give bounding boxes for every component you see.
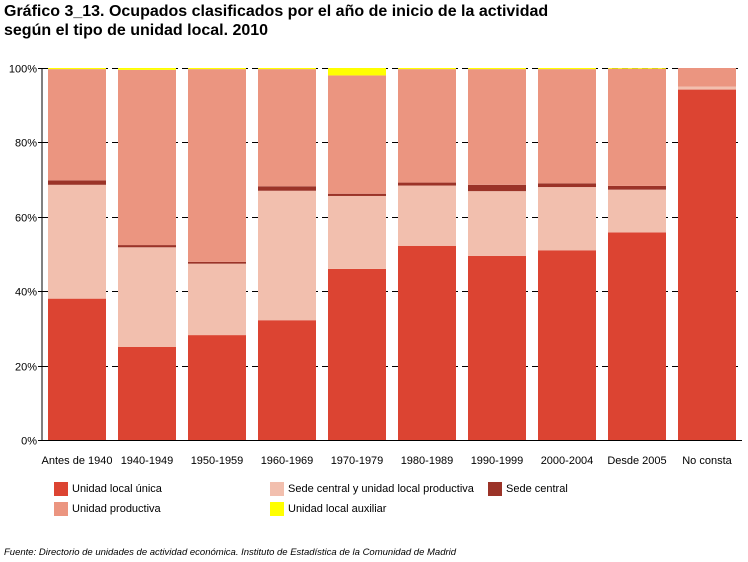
legend-label: Sede central — [506, 483, 568, 495]
bar-segment — [328, 75, 386, 194]
bar-segment — [258, 69, 316, 187]
legend-label: Unidad local única — [72, 483, 162, 495]
bar-segment — [538, 250, 596, 440]
bar-segment — [118, 347, 176, 440]
bar-segment — [538, 68, 596, 70]
bar-segment — [48, 184, 106, 299]
bar-segment — [188, 261, 246, 264]
legend-label: Unidad productiva — [72, 503, 161, 515]
x-tick-label: 2000-2004 — [541, 455, 594, 467]
bar-segment — [118, 68, 176, 70]
stacked-bar-chart: 0% 20% 40% 60% 80% 100% Antes de 1940 1940-1949… — [9, 64, 742, 467]
bar-segment — [468, 191, 526, 256]
legend-swatch — [54, 502, 68, 516]
bar-segment — [468, 255, 526, 440]
bar-segment — [258, 190, 316, 321]
legend-item: Sede central y unidad local productiva — [270, 482, 474, 496]
x-tick-label: 1960-1969 — [261, 455, 314, 467]
bar-segment — [398, 68, 456, 70]
bar-segment — [468, 184, 526, 192]
y-tick-label: 40% — [15, 287, 37, 299]
bar-segment — [328, 68, 386, 76]
chart-title-line-2: según el tipo de unidad local. 2010 — [4, 22, 269, 39]
x-tick-label: 1970-1979 — [331, 455, 384, 467]
y-tick-label: 0% — [21, 436, 37, 448]
bar-segment — [328, 195, 386, 269]
bar-segment — [188, 263, 246, 336]
x-tick-label: Desde 2005 — [607, 455, 666, 467]
bar-segment — [608, 185, 666, 190]
legend-label: Sede central y unidad local productiva — [288, 483, 474, 495]
bar-segment — [678, 86, 736, 90]
bar-segment — [328, 268, 386, 440]
bar-segment — [538, 187, 596, 251]
y-tick-label: 60% — [15, 213, 37, 225]
bar-segment — [188, 335, 246, 440]
bar-segment — [678, 89, 736, 441]
bar-segment — [608, 232, 666, 440]
bar-segment — [398, 69, 456, 183]
bar-segment — [608, 68, 666, 69]
bar-segment — [328, 193, 386, 196]
legend-swatch — [54, 482, 68, 496]
y-tick-label: 20% — [15, 362, 37, 374]
bar-segment — [678, 68, 736, 87]
y-tick-label: 80% — [15, 138, 37, 150]
legend-item: Unidad productiva — [54, 502, 161, 516]
legend-swatch — [488, 482, 502, 496]
x-tick-label: 1980-1989 — [401, 455, 454, 467]
bar-segment — [258, 320, 316, 440]
legend-item: Unidad local única — [54, 482, 162, 496]
bar-segment — [118, 247, 176, 347]
bar-segment — [188, 68, 246, 70]
bar-segment — [188, 69, 246, 262]
legend-item: Sede central — [488, 482, 568, 496]
chart-title: Gráfico 3_13. Ocupados clasificados por … — [4, 2, 548, 40]
x-tick-label: Antes de 1940 — [42, 455, 113, 467]
bar-segment — [398, 182, 456, 186]
bar-segment — [398, 185, 456, 246]
bar-segment — [48, 68, 106, 70]
bar-segment — [468, 68, 526, 70]
bar-segment — [608, 189, 666, 233]
y-tick-label: 100% — [9, 64, 37, 76]
bar-segment — [48, 69, 106, 181]
x-tick-label: No consta — [682, 455, 732, 467]
legend-label: Unidad local auxiliar — [288, 503, 387, 515]
bar-segment — [118, 245, 176, 248]
bar-segment — [48, 298, 106, 440]
legend-swatch — [270, 502, 284, 516]
bar-segment — [538, 183, 596, 188]
x-tick-label: 1950-1959 — [191, 455, 244, 467]
x-tick-label: 1990-1999 — [471, 455, 524, 467]
bar-segment — [468, 69, 526, 185]
bar-segment — [258, 68, 316, 70]
bar-segment — [48, 180, 106, 185]
x-tick-label: 1940-1949 — [121, 455, 174, 467]
chart-title-line-1: Gráfico 3_13. Ocupados clasificados por … — [4, 3, 549, 20]
bar-segment — [608, 68, 666, 186]
bar-segment — [538, 69, 596, 184]
bar-segment — [118, 69, 176, 246]
source-note: Fuente: Directorio de unidades de activi… — [4, 547, 457, 558]
legend-swatch — [270, 482, 284, 496]
bar-segment — [258, 186, 316, 191]
bar-segment — [398, 245, 456, 440]
legend-item: Unidad local auxiliar — [270, 502, 386, 516]
